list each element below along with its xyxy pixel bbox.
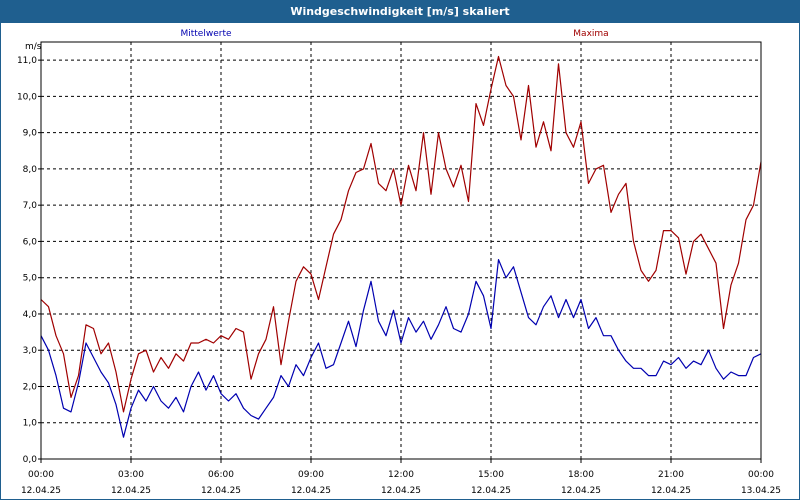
x-tick-time: 15:00 <box>478 470 504 480</box>
y-tick-label: 3,0 <box>23 346 38 356</box>
x-tick-date: 12.04.25 <box>201 486 241 496</box>
x-tick-time: 12:00 <box>388 470 414 480</box>
axes: 0,0 1,0 2,0 3,0 4,0 5,0 6,0 7,0 8,0 9,0 10,0 11,0 00… <box>17 56 781 496</box>
x-tick-date: 12.04.25 <box>291 486 331 496</box>
series-line-mittelwerte <box>40 259 762 438</box>
y-tick-label: 0,0 <box>23 455 38 465</box>
y-tick-label: 8,0 <box>23 165 38 175</box>
x-tick-date: 12.04.25 <box>111 486 151 496</box>
x-tick-time: 00:00 <box>28 470 54 480</box>
y-tick-label: 1,0 <box>23 419 38 429</box>
x-tick-date: 12.04.25 <box>471 486 511 496</box>
y-tick-label: 6,0 <box>23 237 38 247</box>
window-title: Windgeschwindigkeit [m/s] skaliert <box>1 1 799 23</box>
x-tick-date: 13.04.25 <box>741 486 781 496</box>
x-tick-date: 12.04.25 <box>381 486 421 496</box>
y-axis-unit-label: m/s <box>25 42 42 52</box>
x-tick-time: 06:00 <box>208 470 234 480</box>
legend-mittelwerte: Mittelwerte <box>180 29 231 39</box>
series-lines <box>40 55 762 438</box>
x-tick-time: 03:00 <box>118 470 144 480</box>
series-line-maxima <box>40 55 762 413</box>
x-tick-time: 00:00 <box>748 470 774 480</box>
y-tick-label: 5,0 <box>23 274 38 284</box>
y-tick-label: 10,0 <box>17 92 37 102</box>
x-tick-time: 21:00 <box>658 470 684 480</box>
x-tick-date: 12.04.25 <box>561 486 601 496</box>
x-tick-date: 12.04.25 <box>651 486 691 496</box>
y-tick-label: 7,0 <box>23 201 38 211</box>
y-tick-label: 11,0 <box>17 56 37 66</box>
grid <box>41 42 761 459</box>
x-tick-time: 18:00 <box>568 470 594 480</box>
y-tick-label: 9,0 <box>23 129 38 139</box>
y-tick-label: 2,0 <box>23 382 38 392</box>
wind-speed-chart: 0,0 1,0 2,0 3,0 4,0 5,0 6,0 7,0 8,0 9,0 10,0 11,0 00… <box>17 29 781 496</box>
x-tick-time: 09:00 <box>298 470 324 480</box>
x-tick-date: 12.04.25 <box>21 486 61 496</box>
y-tick-label: 4,0 <box>23 310 38 320</box>
legend-maxima: Maxima <box>573 29 608 39</box>
